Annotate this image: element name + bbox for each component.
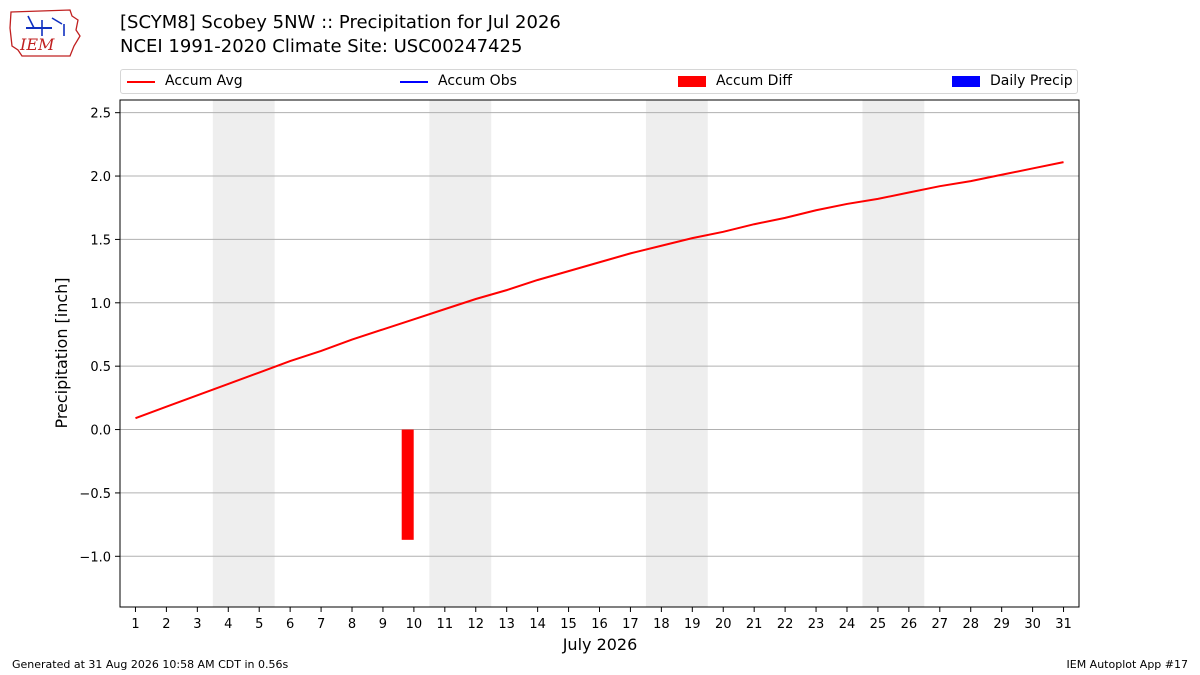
x-tick-label: 24 (839, 617, 856, 632)
weekend-band (862, 100, 925, 607)
y-tick-label: 1.0 (90, 297, 111, 312)
weekend-band (212, 100, 275, 607)
x-tick-label: 13 (498, 617, 515, 632)
x-axis: 1 2 3 4 5 6 7 8 9 10 11 12 13 14 15 16 17 18 19 20 21 22 23 24 2… (131, 607, 1072, 632)
weekend-band (429, 100, 492, 607)
legend-label: Accum Avg (165, 73, 243, 89)
y-tick-label: 1.5 (90, 233, 111, 248)
x-tick-label: 10 (406, 617, 423, 632)
x-tick-label: 18 (653, 617, 670, 632)
y-tick-label: 2.0 (90, 170, 111, 185)
x-tick-label: 31 (1055, 617, 1072, 632)
x-tick-label: 14 (529, 617, 546, 632)
y-axis-label: Precipitation [inch] (52, 277, 71, 428)
x-tick-label: 5 (255, 617, 263, 632)
legend: Accum Avg Accum Obs Accum Diff Daily Pre… (120, 69, 1078, 94)
x-tick-label: 30 (1024, 617, 1041, 632)
x-tick-label: 23 (808, 617, 825, 632)
x-tick-label: 27 (932, 617, 949, 632)
x-tick-label: 29 (993, 617, 1010, 632)
x-tick-label: 17 (622, 617, 639, 632)
x-tick-label: 19 (684, 617, 701, 632)
x-tick-label: 6 (286, 617, 294, 632)
accum-diff-bar (401, 429, 414, 540)
footer-app: IEM Autoplot App #17 (1066, 658, 1189, 671)
chart-marks (135, 161, 1064, 540)
legend-swatch (678, 76, 706, 87)
y-tick-label: 0.5 (90, 360, 111, 375)
x-tick-label: 9 (379, 617, 387, 632)
x-tick-label: 26 (901, 617, 918, 632)
chart-subtitle: NCEI 1991-2020 Climate Site: USC00247425 (120, 36, 523, 57)
legend-swatch (127, 81, 155, 83)
y-tick-label: 2.5 (90, 107, 111, 122)
x-tick-label: 20 (715, 617, 732, 632)
logo-text: IEM (19, 35, 55, 54)
x-axis-label: July 2026 (562, 635, 638, 654)
footer-generated: Generated at 31 Aug 2026 10:58 AM CDT in… (12, 658, 289, 671)
legend-swatch (400, 81, 428, 83)
x-tick-label: 21 (746, 617, 763, 632)
legend-label: Daily Precip (990, 73, 1073, 89)
weekend-band (645, 100, 708, 607)
x-tick-label: 8 (348, 617, 356, 632)
y-tick-label: 0.0 (90, 424, 111, 439)
iem-logo: IEM (9, 9, 81, 57)
legend-label: Accum Diff (716, 73, 793, 89)
x-tick-label: 1 (131, 617, 139, 632)
legend-swatch (952, 76, 980, 87)
x-tick-label: 4 (224, 617, 232, 632)
legend-label: Accum Obs (438, 73, 517, 89)
x-tick-label: 11 (437, 617, 454, 632)
x-tick-label: 3 (193, 617, 201, 632)
plot-frame (119, 99, 1080, 608)
x-tick-label: 7 (317, 617, 325, 632)
y-axis: −1.0 −0.5 0.0 0.5 1.0 1.5 2.0 2.5 (79, 107, 120, 565)
accum-avg-line (135, 161, 1064, 420)
x-tick-label: 16 (591, 617, 608, 632)
chart-title: [SCYM8] Scobey 5NW :: Precipitation for … (120, 12, 561, 33)
x-tick-label: 12 (467, 617, 484, 632)
y-tick-label: −1.0 (79, 550, 111, 565)
x-tick-label: 25 (870, 617, 887, 632)
x-tick-label: 2 (162, 617, 170, 632)
x-tick-label: 15 (560, 617, 577, 632)
x-tick-label: 22 (777, 617, 794, 632)
grid-lines (120, 112, 1079, 557)
y-tick-label: −0.5 (79, 487, 111, 502)
x-tick-label: 28 (962, 617, 979, 632)
iowa-outline (9, 9, 81, 57)
weekend-bands (212, 100, 925, 607)
